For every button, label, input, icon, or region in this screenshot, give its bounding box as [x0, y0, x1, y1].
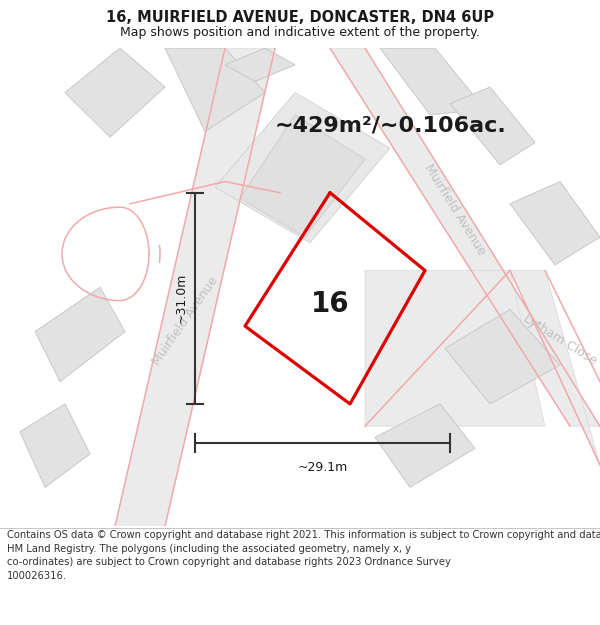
Text: Muirfield Avenue: Muirfield Avenue [149, 274, 220, 368]
Text: ~29.1m: ~29.1m [298, 461, 347, 474]
Polygon shape [165, 48, 265, 131]
Text: Lytham Close: Lytham Close [521, 312, 599, 368]
Text: Muirfield Avenue: Muirfield Avenue [422, 161, 488, 258]
Polygon shape [330, 48, 600, 426]
Polygon shape [20, 404, 90, 488]
Text: ~31.0m: ~31.0m [175, 273, 187, 324]
Text: Contains OS data © Crown copyright and database right 2021. This information is : Contains OS data © Crown copyright and d… [7, 530, 600, 581]
Polygon shape [225, 48, 295, 81]
Polygon shape [65, 48, 165, 137]
Polygon shape [450, 87, 535, 165]
Polygon shape [240, 115, 365, 237]
Polygon shape [365, 271, 545, 426]
Polygon shape [215, 92, 390, 242]
Polygon shape [115, 48, 275, 526]
Polygon shape [375, 404, 475, 488]
Polygon shape [380, 48, 485, 115]
Text: Map shows position and indicative extent of the property.: Map shows position and indicative extent… [120, 26, 480, 39]
Text: ~429m²/~0.106ac.: ~429m²/~0.106ac. [275, 116, 507, 136]
Text: 16: 16 [311, 290, 349, 318]
Polygon shape [445, 309, 560, 404]
Polygon shape [35, 288, 125, 382]
Polygon shape [510, 181, 600, 265]
Text: 16, MUIRFIELD AVENUE, DONCASTER, DN4 6UP: 16, MUIRFIELD AVENUE, DONCASTER, DN4 6UP [106, 9, 494, 24]
Polygon shape [510, 271, 600, 465]
